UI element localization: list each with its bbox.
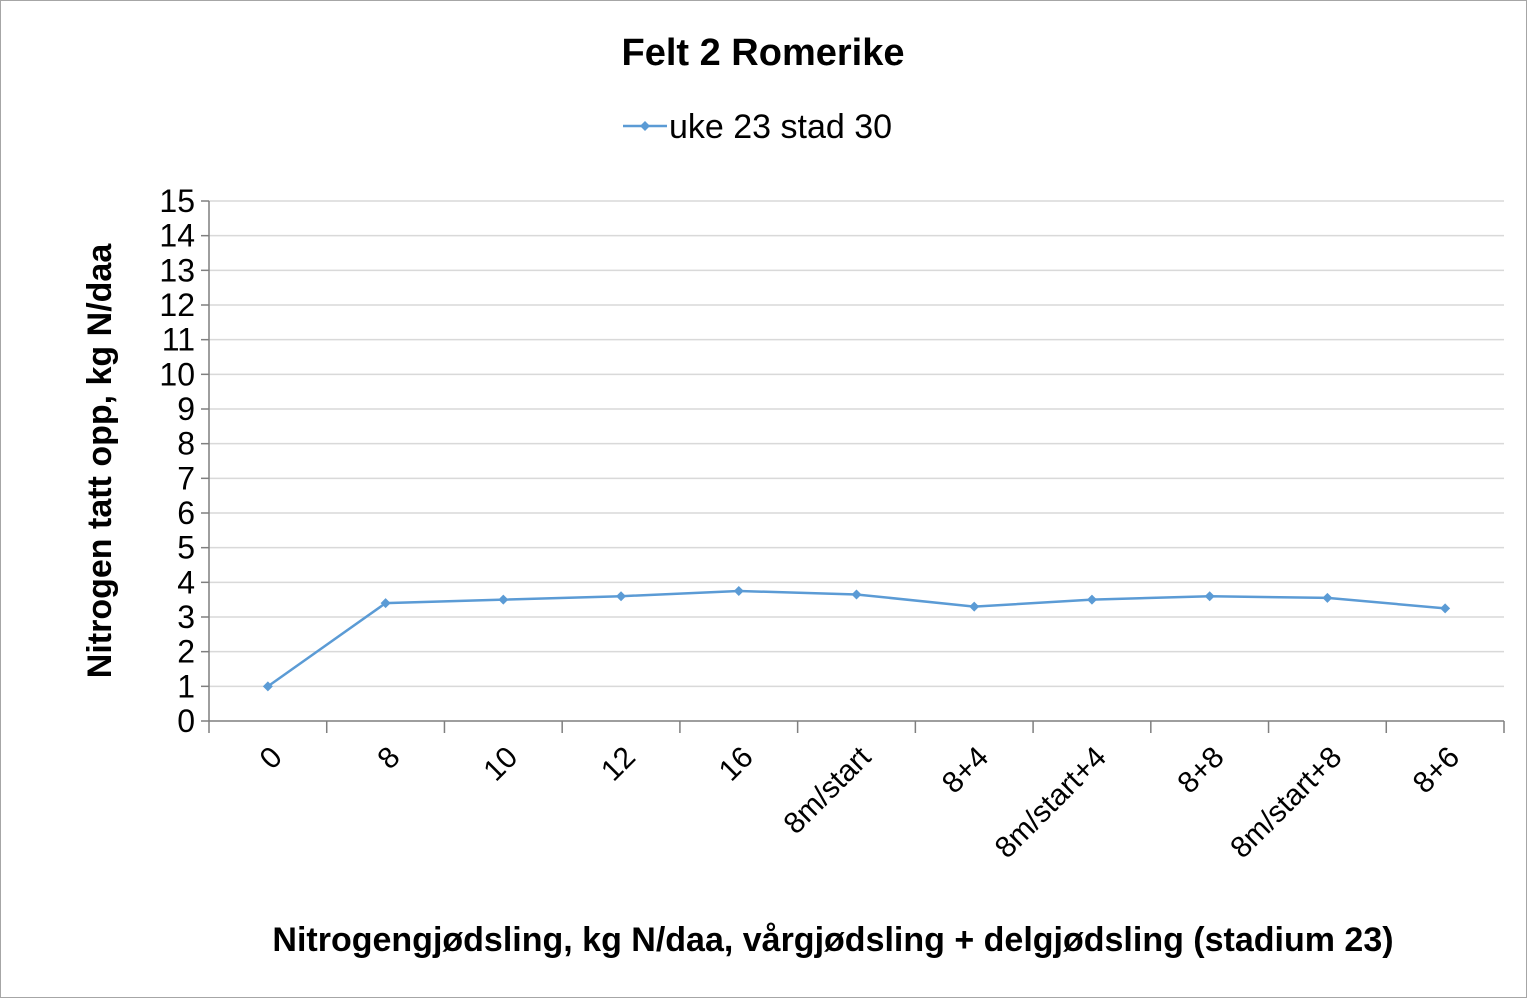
data-point xyxy=(1322,592,1333,603)
x-axis-title: Nitrogengjødsling, kg N/daa, vårgjødslin… xyxy=(272,921,1393,959)
data-point xyxy=(616,591,627,602)
y-tick-label: 1 xyxy=(177,668,195,704)
y-tick-label: 6 xyxy=(177,495,195,531)
y-tick-label: 5 xyxy=(177,530,195,566)
data-point xyxy=(733,586,744,596)
data-point xyxy=(1204,591,1215,602)
y-tick-label: 11 xyxy=(162,322,195,358)
y-tick-label: 4 xyxy=(177,564,195,600)
x-tick-label: 8m/start+8 xyxy=(1224,741,1348,865)
y-axis-title: Nitrogen tatt opp, kg N/daa xyxy=(81,243,119,679)
data-point xyxy=(969,601,980,612)
x-tick-label: 0 xyxy=(254,741,289,776)
y-tick-label: 12 xyxy=(159,287,195,323)
chart-title: Felt 2 Romerike xyxy=(622,32,905,74)
y-tick-label: 8 xyxy=(177,426,195,462)
series xyxy=(262,586,1451,692)
x-tick-label: 8+8 xyxy=(1171,741,1230,800)
x-tick-label: 8 xyxy=(371,741,406,776)
data-point xyxy=(1086,594,1097,605)
gridlines xyxy=(209,200,1504,688)
legend: uke 23 stad 30 xyxy=(623,108,892,146)
data-point xyxy=(851,589,862,600)
y-tick-label: 3 xyxy=(177,599,195,635)
x-tick-label: 8+4 xyxy=(936,741,995,800)
x-tick-label: 12 xyxy=(595,741,642,788)
y-tick-label: 15 xyxy=(159,183,195,219)
y-tick-label: 0 xyxy=(177,703,195,739)
y-tick-label: 2 xyxy=(177,634,195,670)
data-point xyxy=(498,594,509,605)
x-tick-labels: 0 8 10 12 16 8m/start 8+48m/start+4 8+88m/start… xyxy=(254,740,1466,865)
axes xyxy=(201,200,1505,733)
legend-label: uke 23 stad 30 xyxy=(669,108,892,146)
legend-marker xyxy=(640,121,650,131)
y-tick-label: 13 xyxy=(159,252,195,288)
y-tick-label: 10 xyxy=(159,356,195,392)
x-tick-label: 16 xyxy=(713,741,760,788)
y-tick-label: 14 xyxy=(159,218,195,254)
x-tick-label: 8m/start+4 xyxy=(989,741,1113,865)
data-point xyxy=(380,598,391,609)
data-point xyxy=(1440,603,1451,614)
series-line xyxy=(267,589,1446,688)
data-point xyxy=(262,681,273,692)
y-tick-label: 7 xyxy=(177,460,195,496)
x-tick-label: 8+6 xyxy=(1407,741,1466,800)
x-tick-label: 8m/start xyxy=(777,740,877,840)
x-tick-label: 10 xyxy=(477,741,524,788)
y-tick-label: 9 xyxy=(177,391,195,427)
